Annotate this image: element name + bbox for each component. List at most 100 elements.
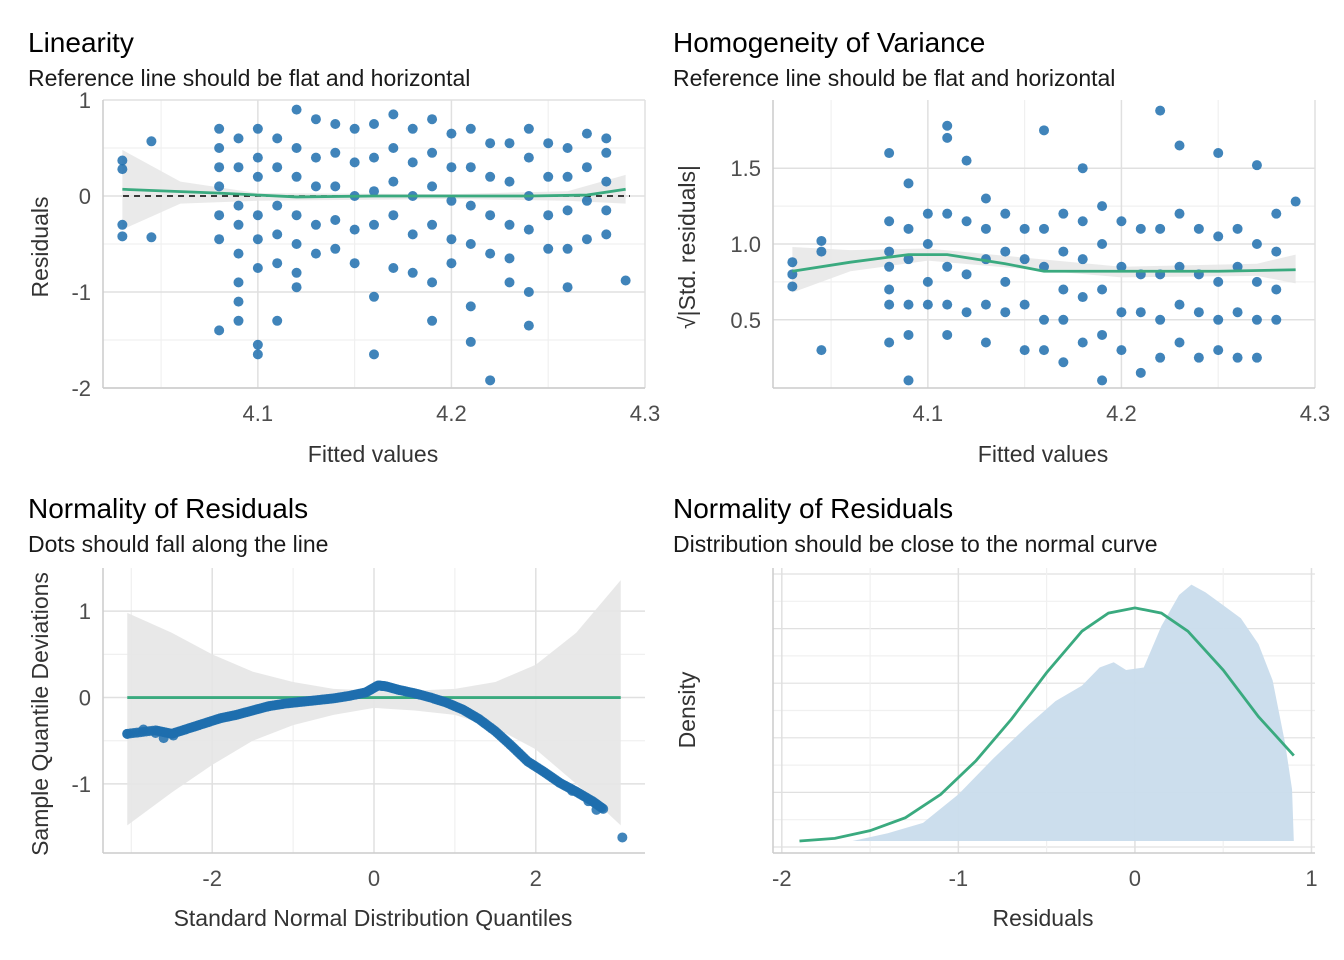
homogeneity-point [1097,329,1108,340]
linearity-point [562,243,573,254]
linearity-point [369,186,379,197]
linearity-point [330,243,341,254]
linearity-x-tick-label: 4.3 [630,401,661,426]
linearity-point [523,320,534,331]
homogeneity-title: Homogeneity of Variance [673,27,985,58]
homogeneity-point [922,208,933,219]
linearity-point [427,277,438,288]
homogeneity-point [816,235,827,246]
homogeneity-point [1193,223,1204,234]
qq-subtitle: Dots should fall along the line [28,531,328,557]
homogeneity-point [961,216,972,227]
homogeneity-point [1174,261,1185,272]
qq-confidence-band [127,580,621,826]
homogeneity-point [1039,125,1049,136]
normal-curve-line [799,606,1295,843]
qq-point [158,733,169,744]
homogeneity-point [1058,208,1069,219]
homogeneity-point [961,307,972,318]
linearity-point [349,258,360,269]
qq-x-tick-label: 0 [368,866,380,891]
homogeneity-point [922,239,933,249]
homogeneity-point [942,120,953,131]
linearity-point [272,258,283,269]
homogeneity-point [1019,223,1030,234]
homogeneity-x-label: Fitted values [978,441,1108,467]
linearity-point [446,162,457,173]
linearity-point [446,258,457,269]
linearity-point [146,136,157,147]
linearity-point [504,253,515,264]
density-x-tick-label: -1 [949,866,969,891]
homogeneity-point [1058,314,1069,325]
linearity-smooth-line [122,187,626,199]
homogeneity-point [961,269,972,280]
qq-point [150,727,161,738]
linearity-point [233,133,244,144]
linearity-point [291,171,302,182]
homogeneity-point [1213,314,1224,325]
linearity-point [543,138,554,149]
homogeneity-point [1077,254,1088,265]
linearity-point [504,138,515,149]
linearity-point [446,128,457,139]
homogeneity-x-tick-label: 4.2 [1106,401,1137,426]
linearity-point [330,181,341,192]
homogeneity-x-tick-label: 4.3 [1300,401,1331,426]
linearity-point [310,114,321,125]
linearity-point [427,219,438,230]
homogeneity-point [903,375,914,386]
homogeneity-point [1213,148,1224,159]
linearity-point [446,195,457,206]
linearity-point [291,210,302,221]
linearity-panel: Linearity Reference line should be flat … [27,27,660,467]
homogeneity-point [1019,254,1030,265]
homogeneity-point [942,299,953,310]
linearity-point [214,234,225,245]
homogeneity-point [1116,261,1127,272]
linearity-point [214,181,225,192]
qq-y-tick-label: -1 [71,772,91,797]
linearity-point [523,287,534,297]
linearity-point [252,339,263,350]
linearity-point [252,171,263,182]
linearity-point [349,224,360,235]
homogeneity-point [980,193,991,204]
linearity-point [601,133,612,144]
homogeneity-point [1058,357,1069,368]
qq-x-label: Standard Normal Distribution Quantiles [174,905,573,931]
homogeneity-point [884,148,895,159]
qq-title: Normality of Residuals [28,493,308,524]
homogeneity-y-label: √|Std. residuals| [674,165,700,329]
linearity-point [272,200,283,211]
linearity-point [291,143,302,153]
homogeneity-grid [773,100,1316,388]
homogeneity-point [1290,196,1301,207]
homogeneity-point [1000,276,1011,287]
linearity-point [485,375,496,386]
linearity-point [233,219,244,230]
homogeneity-point [1174,208,1185,219]
linearity-point [485,248,496,259]
linearity-point [214,325,225,336]
homogeneity-point [980,223,991,234]
homogeneity-y-tick-label: 1.0 [730,232,761,257]
qq-point [168,730,179,741]
linearity-point [562,282,573,293]
qq-point [591,804,602,815]
qq-panel: Normality of Residuals Dots should fall … [27,493,645,931]
linearity-x-tick-label: 4.1 [243,401,274,426]
linearity-point [310,181,321,192]
linearity-point [330,119,341,129]
homogeneity-point [903,299,914,310]
homogeneity-point [884,246,895,257]
linearity-point [252,349,263,360]
linearity-point [620,275,631,286]
linearity-point [252,210,263,221]
linearity-point [427,181,438,192]
homogeneity-point [1174,299,1185,310]
density-x-tick-label: 1 [1305,866,1317,891]
homogeneity-point [922,299,933,310]
homogeneity-point [1155,314,1166,325]
density-y-label: Density [674,671,700,748]
